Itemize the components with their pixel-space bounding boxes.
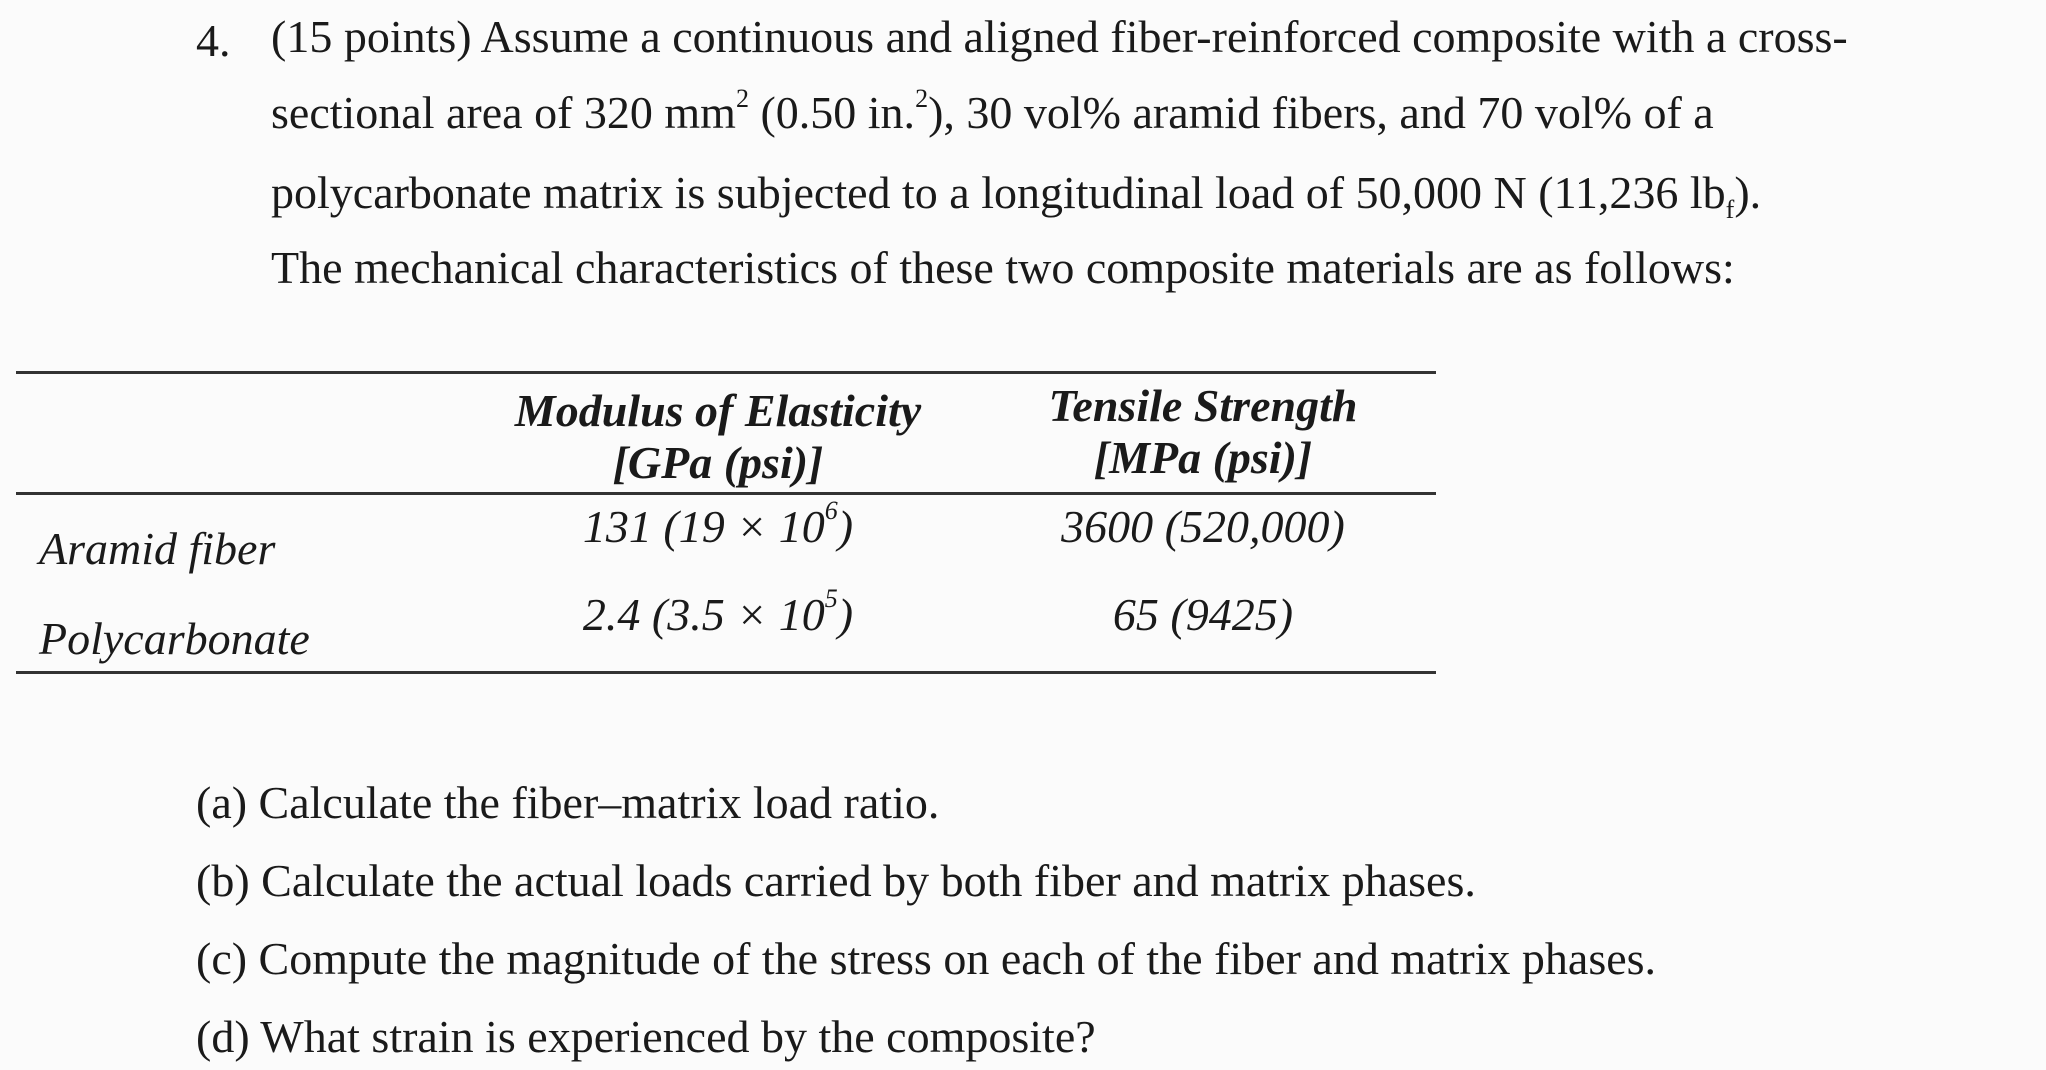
cell-aramid-modulus: 131 (19 × 106) xyxy=(582,496,854,553)
superscript: 2 xyxy=(915,84,929,113)
cell-aramid-strength: 3600 (520,000) xyxy=(1061,501,1345,552)
header-strength: Tensile Strength [MPa (psi)] xyxy=(1049,380,1358,484)
text: 131 (19 × 10 xyxy=(582,501,825,552)
header-text: Tensile Strength xyxy=(1048,380,1358,431)
header-unit: [GPa (psi)] xyxy=(612,437,824,488)
row-label-aramid: Aramid fiber xyxy=(39,523,276,574)
text: ). xyxy=(1734,167,1762,218)
cell-polycarbonate-strength: 65 (9425) xyxy=(1112,589,1294,640)
problem-line-4: The mechanical characteristics of these … xyxy=(271,242,1735,293)
text: ), 30 vol% aramid fibers, and 70 vol% of… xyxy=(928,87,1714,138)
problem-number: 4. xyxy=(196,15,231,66)
cell-polycarbonate-modulus: 2.4 (3.5 × 105) xyxy=(582,584,854,641)
table-bottom-rule xyxy=(16,671,1436,674)
header-modulus: Modulus of Elasticity [GPa (psi)] xyxy=(515,385,921,489)
row-label-polycarbonate: Polycarbonate xyxy=(39,613,310,664)
exponent: 6 xyxy=(824,496,838,525)
question-c: (c) Compute the magnitude of the stress … xyxy=(196,933,1657,984)
header-unit: [MPa (psi)] xyxy=(1093,432,1313,483)
question-b: (b) Calculate the actual loads carried b… xyxy=(196,855,1476,906)
table-header-rule xyxy=(16,492,1436,495)
table-top-rule xyxy=(16,371,1436,374)
text: (0.50 in. xyxy=(748,87,916,138)
text: ) xyxy=(837,589,854,640)
superscript: 2 xyxy=(735,84,749,113)
question-d: (d) What strain is experienced by the co… xyxy=(196,1011,1096,1062)
question-a: (a) Calculate the fiber–matrix load rati… xyxy=(196,777,940,828)
exponent: 5 xyxy=(824,584,838,613)
problem-line-1: (15 points) Assume a continuous and alig… xyxy=(271,11,1848,62)
text: 2.4 (3.5 × 10 xyxy=(582,589,825,640)
problem-line-2: sectional area of 320 mm2 (0.50 in.2), 3… xyxy=(271,86,1714,138)
header-text: Modulus of Elasticity xyxy=(514,385,922,436)
problem-line-3: polycarbonate matrix is subjected to a l… xyxy=(271,170,1761,223)
text: ) xyxy=(837,501,854,552)
subscript: f xyxy=(1725,195,1735,225)
text: polycarbonate matrix is subjected to a l… xyxy=(271,167,1726,218)
text: sectional area of 320 mm xyxy=(271,87,736,138)
